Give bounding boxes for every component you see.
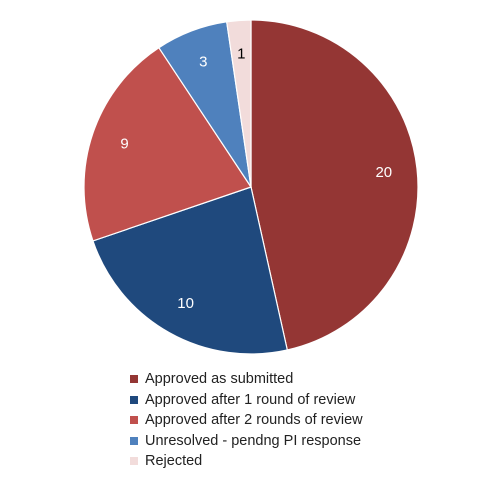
legend-swatch-0 (130, 375, 138, 384)
pie-slice-0 (250, 19, 419, 351)
legend-label-3: Unresolved - pendng PI response (145, 432, 362, 449)
legend-label-4: Rejected (145, 453, 203, 470)
pie-slice-1 (92, 186, 289, 355)
legend-label-2: Approved after 2 rounds of review (145, 412, 363, 429)
pie-data-labels: 20 10 9 3 1 (120, 45, 392, 312)
slice-value-label-1: 10 (177, 295, 194, 312)
legend-swatch-4 (130, 457, 138, 466)
legend-label-0: Approved as submitted (145, 371, 294, 388)
slice-value-label-2: 9 (120, 135, 128, 152)
pie-slice-2 (83, 46, 252, 242)
legend-item-1: Approved after 1 round of review (130, 390, 363, 411)
pie-slice-4 (226, 19, 252, 188)
pie-plot-area: 20 10 9 3 1 (83, 19, 419, 355)
chart-legend: Approved as submitted Approved after 1 ro… (130, 369, 363, 472)
legend-item-3: Unresolved - pendng PI response (130, 431, 363, 452)
legend-label-1: Approved after 1 round of review (145, 391, 356, 408)
legend-swatch-1 (130, 395, 138, 404)
legend-item-4: Rejected (130, 451, 363, 472)
slice-value-label-4: 1 (237, 45, 245, 62)
legend-item-0: Approved as submitted (130, 369, 363, 390)
pie-slices (83, 19, 419, 355)
legend-swatch-3 (130, 436, 138, 445)
slice-value-label-3: 3 (199, 54, 207, 71)
slice-value-label-0: 20 (375, 164, 392, 181)
legend-item-2: Approved after 2 rounds of review (130, 410, 363, 431)
legend-swatch-2 (130, 416, 138, 425)
